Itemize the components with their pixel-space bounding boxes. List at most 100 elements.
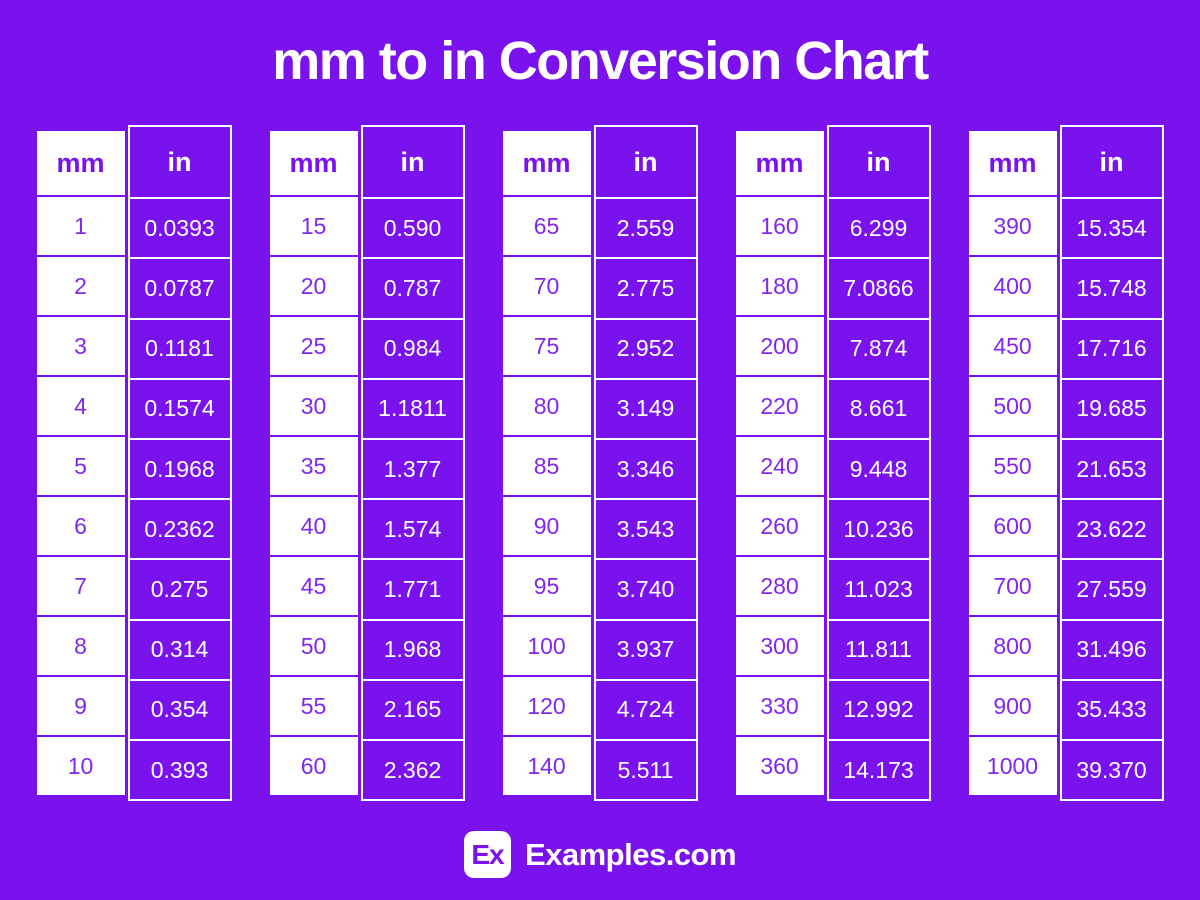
in-column: in 2.559 2.775 2.952 3.149 3.346 3.543 3.740 3.9… [593, 125, 698, 802]
mm-value-cell: 9 [36, 677, 125, 736]
in-column-header: in [828, 127, 929, 200]
mm-value-cell: 20 [269, 257, 358, 316]
in-value-cell: 4.724 [595, 681, 696, 741]
mm-column: mm 65 70 75 80 85 90 95 100 120 140 [502, 131, 591, 796]
in-value-cell: 0.984 [362, 320, 463, 380]
mm-value-cell: 35 [269, 437, 358, 496]
in-value-cell: 2.559 [595, 199, 696, 260]
in-value-cell: 1.574 [362, 500, 463, 561]
in-value-cell: 1.771 [362, 560, 463, 621]
mm-value-cell: 65 [502, 197, 591, 256]
site-name: Examples.com [524, 836, 737, 872]
in-value-cell: 0.393 [150, 756, 209, 783]
mm-value-cell: 70 [502, 257, 591, 316]
in-value-cell: 0.590 [362, 199, 463, 260]
mm-value-cell: 360 [735, 737, 824, 796]
mm-value-cell: 15 [269, 197, 358, 256]
mm-value-cell: 1000 [968, 737, 1057, 796]
in-value-cell: 15.748 [1061, 259, 1162, 320]
mm-column: mm 15 20 25 30 35 40 45 50 55 60 [269, 131, 358, 796]
in-value-cell: 0.1968 [129, 440, 230, 501]
mm-value-cell: 100 [502, 617, 591, 676]
mm-value-cell: 400 [968, 257, 1057, 316]
in-column: in 15.354 15.748 17.716 19.685 21.653 23.622 27… [1059, 125, 1164, 802]
mm-value-cell: 45 [269, 557, 358, 616]
mm-value-cell: 180 [735, 257, 824, 316]
in-value-cell: 10.236 [828, 500, 929, 561]
mm-value-cell: 260 [735, 497, 824, 556]
mm-value-cell: 80 [502, 377, 591, 436]
mm-value-cell: 10 [36, 737, 125, 796]
in-value-cell: 8.661 [828, 380, 929, 440]
in-value-cell: 31.496 [1061, 621, 1162, 681]
in-value-cell: 6.299 [828, 199, 929, 260]
mm-value-cell: 120 [502, 677, 591, 736]
in-value-cell: 12.992 [828, 681, 929, 741]
mm-column-header: mm [36, 131, 125, 196]
in-value-cell: 0.1574 [129, 380, 230, 440]
mm-value-cell: 8 [36, 617, 125, 676]
in-value-cell: 0.787 [362, 259, 463, 320]
in-value-cell: 0.275 [129, 560, 230, 621]
in-value-cell: 7.0866 [828, 259, 929, 320]
mm-value-cell: 5 [36, 437, 125, 496]
in-value-cell: 1.1811 [362, 380, 463, 440]
in-value-cell: 11.023 [828, 560, 929, 621]
in-value-cell: 5.511 [617, 756, 674, 783]
mm-value-cell: 60 [269, 737, 358, 796]
in-value-cell: 2.165 [362, 681, 463, 741]
mm-value-cell: 95 [502, 557, 591, 616]
mm-value-cell: 220 [735, 377, 824, 436]
examples-logo-icon: Ex [463, 831, 511, 879]
in-value-cell: 1.968 [362, 621, 463, 681]
in-value-cell: 17.716 [1061, 320, 1162, 380]
in-value-cell: 9.448 [828, 440, 929, 501]
in-value-cell: 0.1181 [129, 320, 230, 380]
mm-value-cell: 25 [269, 317, 358, 376]
in-value-cell: 1.377 [362, 440, 463, 501]
mm-value-cell: 200 [735, 317, 824, 376]
conversion-table-2: mm 15 20 25 30 35 40 45 50 55 60 in 0.590 0.787 0.984 1… [269, 125, 465, 802]
mm-value-cell: 500 [968, 377, 1057, 436]
in-column-header: in [595, 127, 696, 200]
mm-value-cell: 900 [968, 677, 1057, 736]
in-value-cell: 23.622 [1061, 500, 1162, 561]
in-column-header: in [129, 127, 230, 200]
in-value-cell: 2.362 [383, 756, 442, 783]
mm-column: mm 390 400 450 500 550 600 700 800 900 1000 [968, 131, 1057, 796]
mm-value-cell: 280 [735, 557, 824, 616]
mm-value-cell: 800 [968, 617, 1057, 676]
in-value-cell: 2.775 [595, 259, 696, 320]
mm-value-cell: 3 [36, 317, 125, 376]
mm-column: mm 1 2 3 4 5 6 7 8 9 10 [36, 131, 125, 796]
in-value-cell: 3.937 [595, 621, 696, 681]
in-value-cell: 3.543 [595, 500, 696, 561]
in-value-cell: 0.0787 [129, 259, 230, 320]
in-value-cell: 15.354 [1061, 199, 1162, 260]
in-value-cell: 3.149 [595, 380, 696, 440]
mm-column-header: mm [269, 131, 358, 196]
mm-value-cell: 240 [735, 437, 824, 496]
mm-value-cell: 4 [36, 377, 125, 436]
footer-brand: Ex Examples.com [463, 831, 737, 879]
mm-value-cell: 2 [36, 257, 125, 316]
page-title: mm to in Conversion Chart [272, 31, 929, 91]
mm-value-cell: 1 [36, 197, 125, 256]
mm-column-header: mm [735, 131, 824, 196]
in-column: in 0.0393 0.0787 0.1181 0.1574 0.1968 0.2362 0.… [127, 125, 232, 802]
mm-value-cell: 390 [968, 197, 1057, 256]
in-value-cell: 3.346 [595, 440, 696, 501]
in-column-header: in [1061, 127, 1162, 200]
conversion-table-4: mm 160 180 200 220 240 260 280 300 330 360 in 6.299 7… [735, 125, 931, 802]
in-value-cell: 14.173 [843, 756, 914, 783]
conversion-table-3: mm 65 70 75 80 85 90 95 100 120 140 in 2.559 2.775 2.9… [502, 125, 698, 802]
mm-value-cell: 300 [735, 617, 824, 676]
in-value-cell: 3.740 [595, 560, 696, 621]
in-column-header: in [362, 127, 463, 200]
in-value-cell: 19.685 [1061, 380, 1162, 440]
in-value-cell: 0.354 [129, 681, 230, 741]
in-value-cell: 35.433 [1061, 681, 1162, 741]
mm-value-cell: 450 [968, 317, 1057, 376]
mm-value-cell: 7 [36, 557, 125, 616]
